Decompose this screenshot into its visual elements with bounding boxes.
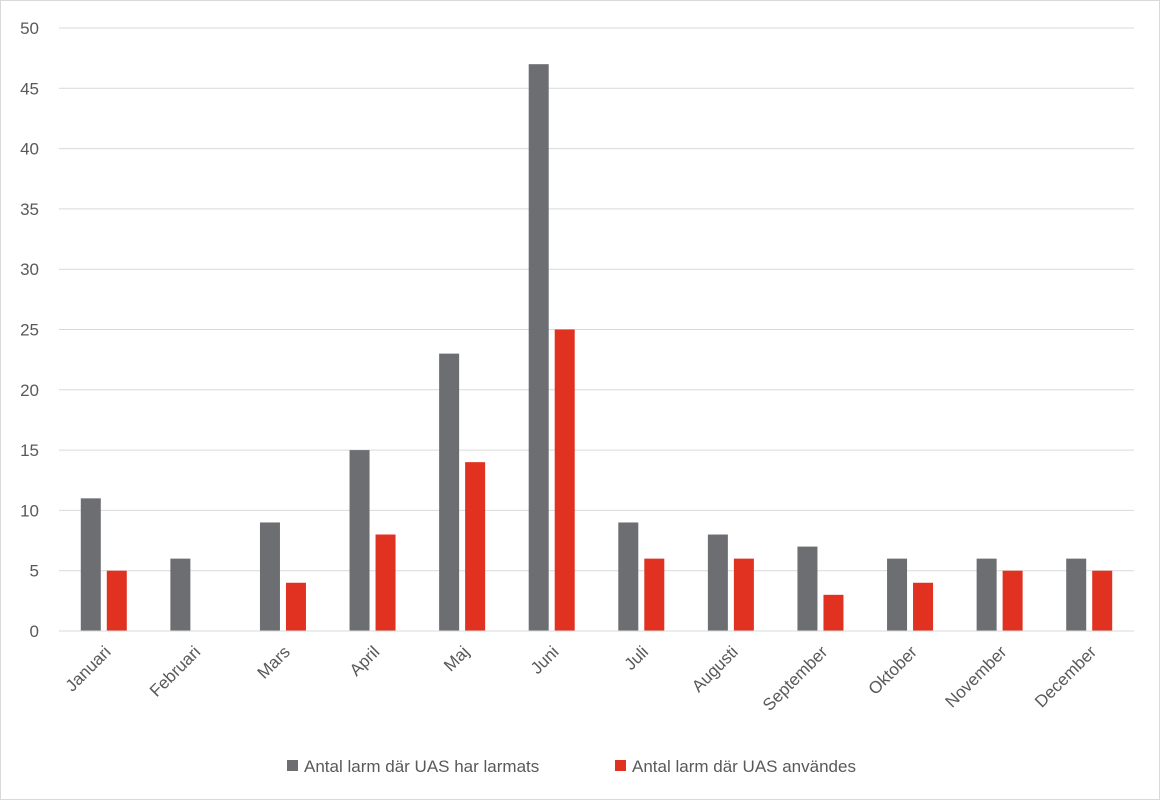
x-category-label: April xyxy=(346,642,383,679)
bar-series-1-maj xyxy=(439,353,460,631)
x-category-label: Juli xyxy=(621,642,652,673)
gridlines xyxy=(59,27,1134,572)
legend-swatch xyxy=(287,760,298,771)
bar-series-2-november xyxy=(1002,570,1023,631)
y-tick-label: 50 xyxy=(20,19,39,38)
bar-series-2-maj xyxy=(465,462,486,631)
bar-series-2-april xyxy=(375,534,396,631)
x-category-label: Mars xyxy=(254,642,294,682)
bar-series-1-augusti xyxy=(707,534,728,631)
bar-series-1-september xyxy=(797,546,818,631)
y-tick-label: 0 xyxy=(30,622,39,641)
bar-series-1-december xyxy=(1066,558,1087,631)
x-category-label: Maj xyxy=(440,642,473,675)
y-tick-label: 5 xyxy=(30,562,39,581)
bar-series-2-oktober xyxy=(913,582,934,631)
legend-swatch xyxy=(615,760,626,771)
bar-series-2-augusti xyxy=(733,558,754,631)
legend: Antal larm där UAS har larmats Antal larm… xyxy=(287,757,856,776)
bar-series-1-oktober xyxy=(887,558,908,631)
bar-series-2-januari xyxy=(106,570,127,631)
y-tick-label: 15 xyxy=(20,441,39,460)
x-axis-labels: Januari Februari Mars April Maj Juni Juli Augus… xyxy=(62,642,1101,714)
bar-series-2-mars xyxy=(285,582,306,631)
y-tick-label: 45 xyxy=(20,79,39,98)
bar-series-2-juli xyxy=(644,558,665,631)
bars xyxy=(80,64,1113,632)
x-category-label: September xyxy=(759,642,831,714)
x-category-label: Augusti xyxy=(688,642,742,696)
bar-series-1-mars xyxy=(259,522,280,631)
legend-label: Antal larm där UAS användes xyxy=(632,757,856,776)
x-category-label: December xyxy=(1031,642,1100,711)
x-category-label: November xyxy=(942,642,1011,711)
x-category-label: Oktober xyxy=(865,642,921,698)
y-tick-label: 10 xyxy=(20,501,39,520)
bar-series-1-april xyxy=(349,450,370,631)
bar-series-2-september xyxy=(823,594,844,631)
bar-series-1-juli xyxy=(618,522,639,631)
bar-series-1-februari xyxy=(170,558,191,631)
y-tick-label: 40 xyxy=(20,140,39,159)
x-category-label: Februari xyxy=(146,642,204,700)
y-tick-label: 20 xyxy=(20,381,39,400)
y-tick-label: 30 xyxy=(20,260,39,279)
y-tick-label: 25 xyxy=(20,321,39,340)
y-axis-ticks: 0 5 10 15 20 25 30 35 40 45 50 xyxy=(20,19,39,641)
bar-series-2-december xyxy=(1092,570,1113,631)
x-category-label: Januari xyxy=(62,642,115,695)
legend-label: Antal larm där UAS har larmats xyxy=(304,757,539,776)
bar-series-1-januari xyxy=(80,498,101,631)
bar-series-2-juni xyxy=(554,329,575,631)
x-category-label: Juni xyxy=(527,642,562,677)
bar-series-1-juni xyxy=(528,64,549,632)
y-tick-label: 35 xyxy=(20,200,39,219)
bar-series-1-november xyxy=(976,558,997,631)
